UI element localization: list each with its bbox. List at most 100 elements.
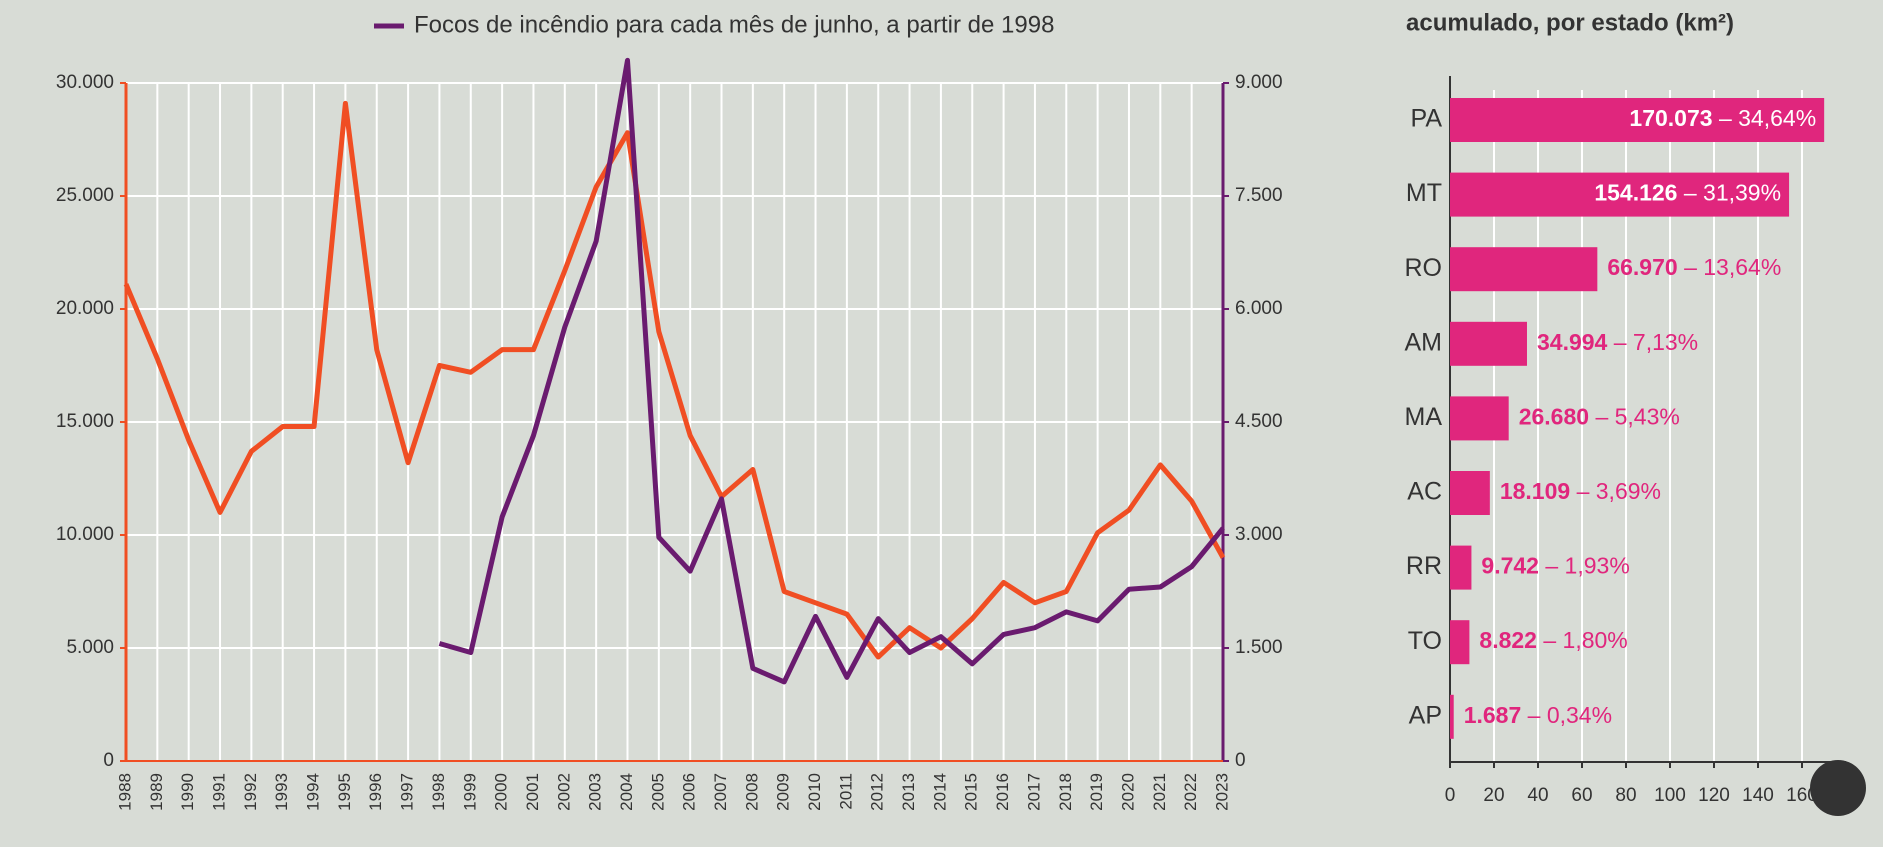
x-tick-label: 2020	[1118, 773, 1137, 811]
x-tick-label: 80	[1615, 785, 1636, 806]
value-label-part: 8.822	[1479, 627, 1537, 653]
chart-title: acumulado, por estado (km²)	[1406, 9, 1734, 36]
x-tick-label: 2001	[523, 773, 542, 811]
x-tick-label: 2002	[554, 773, 573, 811]
x-tick-label: 2014	[930, 773, 949, 811]
x-tick-label: 2003	[586, 773, 605, 811]
x-tick-label: 1988	[115, 773, 134, 811]
y-tick-label: RR	[1406, 552, 1442, 580]
bar	[1450, 471, 1490, 515]
y-tick-label: 20.000	[56, 298, 114, 319]
bar	[1450, 172, 1790, 217]
x-tick-label: 2009	[774, 773, 793, 811]
y-tick-label: 0	[103, 750, 114, 771]
value-label-part: 66.970	[1607, 254, 1677, 280]
x-tick-label: 2016	[993, 773, 1012, 811]
x-tick-label: 2019	[1087, 773, 1106, 811]
x-tick-label: 1996	[366, 773, 385, 811]
y-tick-label: AC	[1407, 478, 1442, 506]
x-tick-label: 2007	[711, 773, 730, 811]
value-label: 9.742 – 1,93%	[1481, 553, 1629, 579]
value-label: 26.680 – 5,43%	[1519, 403, 1680, 429]
value-label-part: 34.994	[1537, 329, 1608, 355]
y2-tick-label: 1.500	[1235, 637, 1283, 658]
y2-tick-label: 9.000	[1235, 72, 1283, 93]
x-tick-label: 2023	[1212, 773, 1231, 811]
x-tick-label: 1997	[398, 773, 417, 811]
bar	[1450, 545, 1472, 590]
value-label: 154.126 – 31,39%	[1594, 180, 1781, 206]
bar	[1450, 694, 1454, 739]
y-tick-label: PA	[1411, 105, 1443, 133]
x-tick-label: 2015	[962, 773, 981, 811]
bar	[1450, 396, 1509, 441]
x-tick-label: 2021	[1150, 773, 1169, 811]
y2-tick-label: 6.000	[1235, 298, 1283, 319]
x-tick-label: 2000	[492, 773, 511, 811]
icon-button[interactable]	[1810, 760, 1866, 816]
y2-tick-label: 7.500	[1235, 185, 1283, 206]
y2-tick-label: 3.000	[1235, 524, 1283, 545]
y-tick-label: 25.000	[56, 185, 114, 206]
x-tick-label: 60	[1571, 785, 1592, 806]
y-tick-label: AM	[1405, 328, 1443, 356]
value-label-part: – 0,34%	[1528, 702, 1612, 728]
value-label: 1.687 – 0,34%	[1464, 702, 1612, 728]
value-label-part: – 5,43%	[1595, 403, 1679, 429]
y-tick-label: TO	[1408, 627, 1442, 655]
value-label-part: 26.680	[1519, 403, 1589, 429]
value-label-part: – 34,64%	[1719, 105, 1816, 131]
value-label: 34.994 – 7,13%	[1537, 329, 1698, 355]
y2-tick-label: 4.500	[1235, 411, 1283, 432]
value-label-part: – 13,64%	[1684, 254, 1781, 280]
y2-tick-label: 0	[1235, 750, 1246, 771]
x-tick-label: 2017	[1024, 773, 1043, 811]
x-tick-label: 2022	[1181, 773, 1200, 811]
x-tick-label: 120	[1698, 785, 1730, 806]
x-tick-label: 0	[1445, 785, 1456, 806]
x-tick-label: 1991	[210, 773, 229, 811]
x-tick-label: 2008	[742, 773, 761, 811]
x-tick-label: 2005	[648, 773, 667, 811]
value-label: 66.970 – 13,64%	[1607, 254, 1781, 280]
y-tick-label: MT	[1406, 179, 1442, 207]
y-tick-label: 5.000	[66, 637, 114, 658]
x-tick-label: 140	[1742, 785, 1774, 806]
x-tick-label: 1998	[429, 773, 448, 811]
x-tick-label: 2013	[899, 773, 918, 811]
x-tick-label: 100	[1654, 785, 1686, 806]
value-label-part: 170.073	[1629, 105, 1712, 131]
legend-label: Focos de incêndio para cada mês de junho…	[414, 11, 1054, 38]
x-tick-label: 160	[1786, 785, 1818, 806]
value-label: 170.073 – 34,64%	[1629, 105, 1816, 131]
bar	[1450, 321, 1527, 366]
x-tick-label: 2018	[1056, 773, 1075, 811]
value-label-part: 154.126	[1594, 180, 1677, 206]
line-series	[123, 100, 1226, 660]
value-label-part: 1.687	[1464, 702, 1522, 728]
value-label-part: – 1,80%	[1543, 627, 1627, 653]
line-series	[438, 57, 1225, 685]
x-tick-label: 1990	[178, 773, 197, 811]
x-tick-label: 1989	[147, 773, 166, 811]
x-tick-label: 1993	[272, 773, 291, 811]
x-tick-label: 1995	[335, 773, 354, 811]
value-label-part: 18.109	[1500, 478, 1570, 504]
value-label-part: – 31,39%	[1684, 180, 1781, 206]
y-tick-label: 10.000	[56, 524, 114, 545]
y-tick-label: MA	[1405, 403, 1443, 431]
value-label-part: – 1,93%	[1545, 553, 1629, 579]
bar	[1450, 620, 1470, 665]
y-tick-label: 15.000	[56, 411, 114, 432]
value-label-part: – 7,13%	[1614, 329, 1698, 355]
x-tick-label: 20	[1483, 785, 1504, 806]
value-label-part: – 3,69%	[1577, 478, 1661, 504]
x-tick-label: 40	[1527, 785, 1548, 806]
x-tick-label: 1992	[241, 773, 260, 811]
y-tick-label: RO	[1405, 254, 1443, 282]
y-tick-label: 30.000	[56, 72, 114, 93]
value-label: 8.822 – 1,80%	[1479, 627, 1627, 653]
x-tick-label: 1994	[304, 773, 323, 811]
bar	[1450, 98, 1825, 142]
